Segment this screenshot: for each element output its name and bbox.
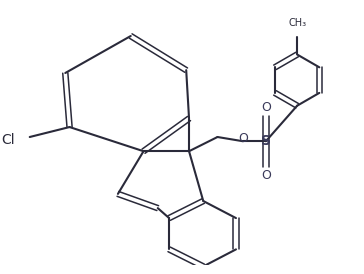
Text: CH₃: CH₃ <box>288 18 306 28</box>
Text: O: O <box>261 169 271 182</box>
Text: S: S <box>261 134 271 148</box>
Text: O: O <box>238 132 248 145</box>
Text: O: O <box>261 101 271 114</box>
Text: Cl: Cl <box>1 133 15 147</box>
